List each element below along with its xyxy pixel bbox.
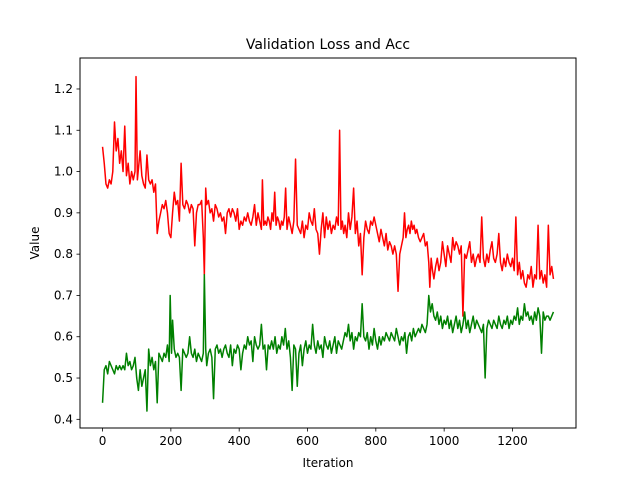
- y-tick-label: 0.7: [54, 288, 73, 302]
- x-tick-label: 200: [159, 434, 182, 448]
- series-line-1: [101, 75, 555, 317]
- plot-frame: [79, 57, 577, 429]
- plot-area: [80, 58, 576, 428]
- x-tick-label: 1200: [497, 434, 528, 448]
- y-tick-label: 0.9: [54, 206, 73, 220]
- y-axis-ticks: 0.4 0.5 0.6 0.7 0.8 0.9 1.0 1.1 1.2: [54, 82, 80, 426]
- x-tick-label: 800: [364, 434, 387, 448]
- y-axis-label: Value: [28, 227, 42, 260]
- x-tick-label: 1000: [429, 434, 460, 448]
- x-tick-label: 0: [99, 434, 107, 448]
- series-layer: [101, 75, 555, 412]
- y-tick-label: 1.0: [54, 165, 73, 179]
- series-line-2: [101, 274, 555, 412]
- y-tick-label: 0.4: [54, 412, 73, 426]
- x-axis-label: Iteration: [303, 456, 354, 470]
- chart-title: Validation Loss and Acc: [246, 37, 410, 53]
- y-tick-label: 0.8: [54, 247, 73, 261]
- x-tick-label: 600: [296, 434, 319, 448]
- y-tick-label: 1.1: [54, 123, 73, 137]
- x-axis-ticks: 0 200 400 600 800 1000 1200: [99, 428, 528, 448]
- x-tick-label: 400: [228, 434, 251, 448]
- y-tick-label: 0.5: [54, 371, 73, 385]
- y-tick-label: 1.2: [54, 82, 73, 96]
- y-tick-label: 0.6: [54, 330, 73, 344]
